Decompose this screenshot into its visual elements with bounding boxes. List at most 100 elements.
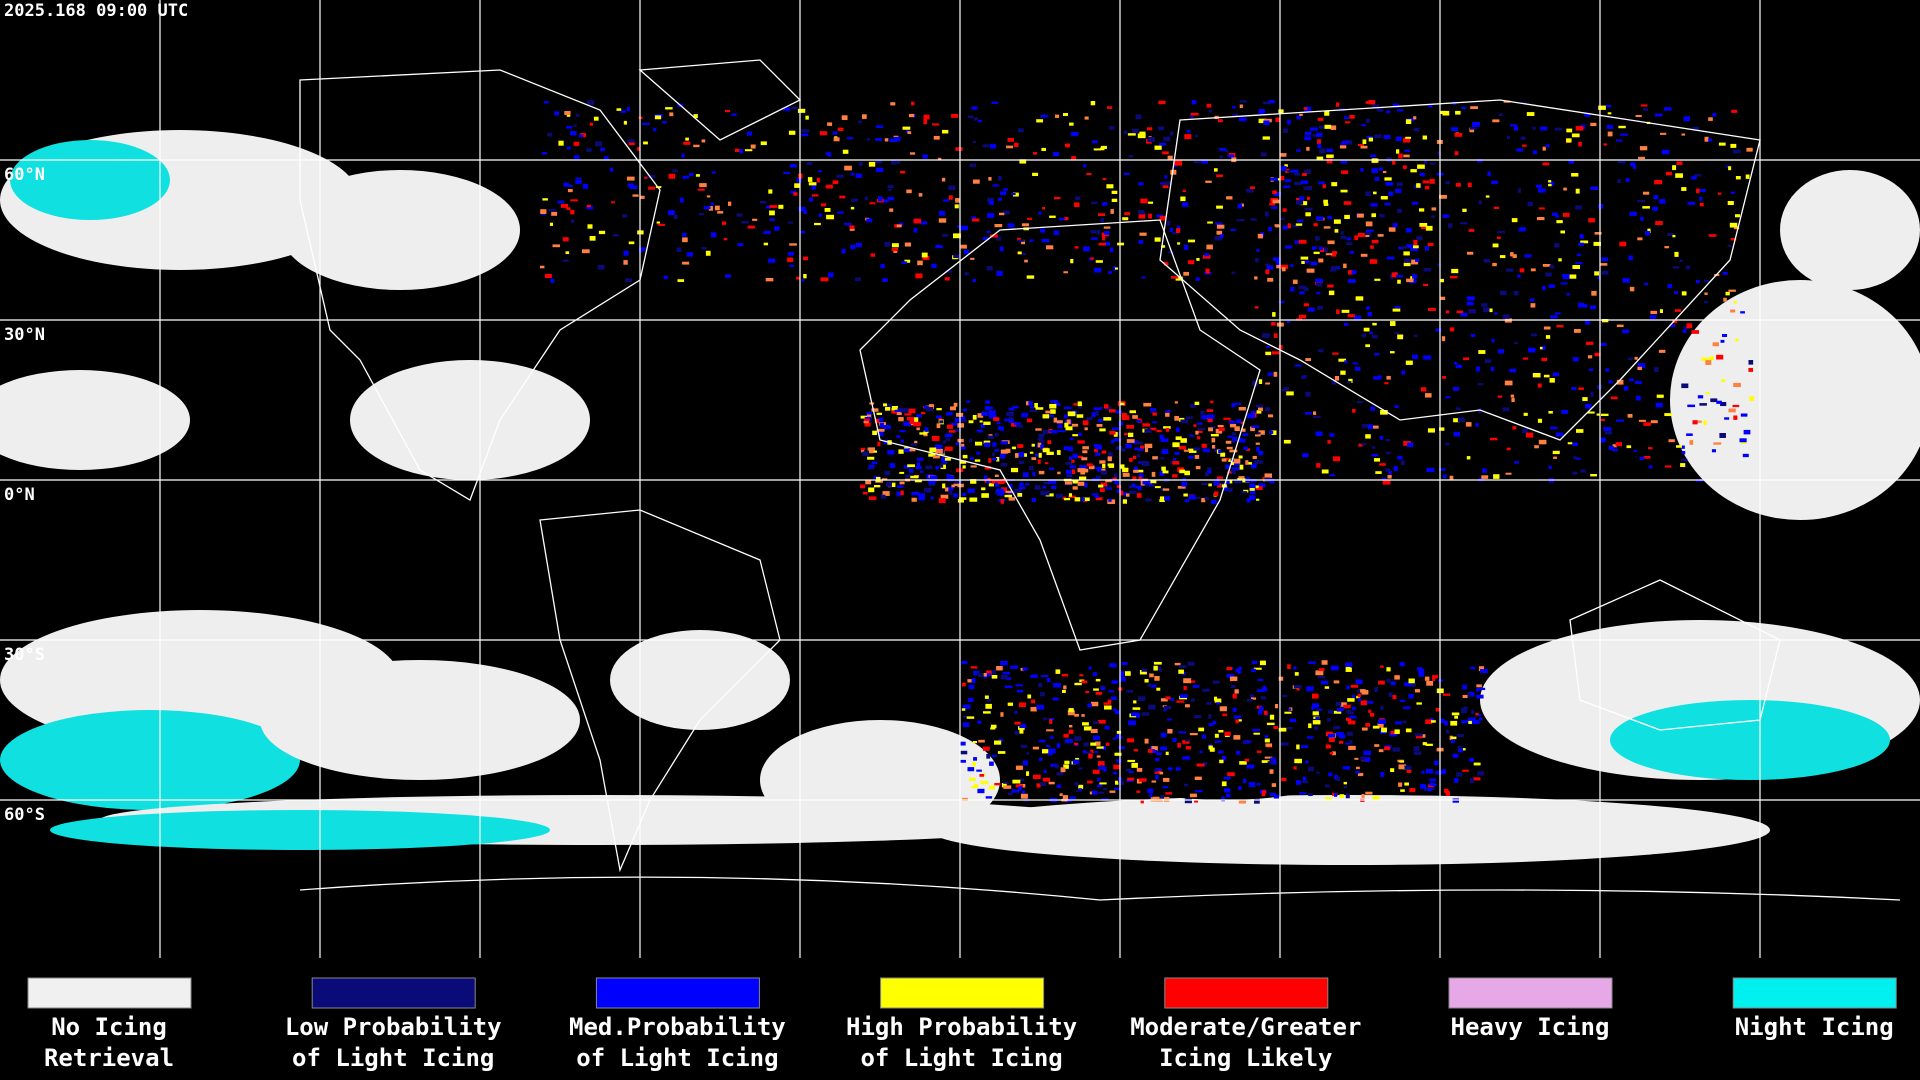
speckle-dot: [1408, 694, 1414, 699]
speckle-dot: [1639, 146, 1648, 151]
speckle-dot: [1452, 753, 1459, 758]
speckle-dot: [1279, 153, 1287, 157]
speckle-dot: [957, 483, 964, 488]
speckle-dot: [928, 479, 936, 484]
speckle-dot: [1271, 759, 1277, 765]
speckle-dot: [1370, 203, 1378, 207]
speckle-dot: [1228, 487, 1233, 492]
speckle-dot: [1529, 298, 1535, 302]
speckle-dot: [1305, 212, 1311, 217]
speckle-dot: [1050, 763, 1058, 767]
speckle-dot: [1658, 349, 1666, 353]
speckle-dot: [1218, 427, 1225, 432]
speckle-dot: [1532, 373, 1541, 378]
speckle-dot: [1183, 449, 1190, 452]
speckle-dot: [587, 224, 593, 229]
speckle-dot: [948, 185, 956, 191]
speckle-dot: [1390, 730, 1395, 735]
speckle-dot: [1100, 145, 1107, 149]
speckle-dot: [1125, 493, 1130, 497]
speckle-dot: [1555, 215, 1560, 218]
speckle-dot: [1332, 751, 1336, 756]
speckle-dot: [1006, 145, 1014, 149]
speckle-dot: [1425, 393, 1432, 398]
speckle-dot: [1079, 465, 1087, 469]
speckle-dot: [1088, 666, 1092, 670]
speckle-dot: [1131, 483, 1136, 488]
speckle-dot: [1227, 435, 1232, 438]
speckle-dot: [1039, 439, 1045, 443]
speckle-dot: [1739, 438, 1747, 443]
speckle-dot: [710, 202, 714, 206]
speckle-dot: [1608, 380, 1613, 384]
speckle-dot: [1065, 426, 1073, 431]
speckle-dot: [1256, 446, 1260, 452]
speckle-dot: [1594, 232, 1602, 235]
speckle-dot: [1699, 202, 1704, 207]
speckle-dot: [940, 494, 949, 499]
speckle-dot: [1696, 188, 1700, 194]
speckle-dot: [969, 457, 974, 460]
speckle-dot: [686, 252, 693, 257]
speckle-dot: [957, 423, 965, 428]
speckle-dot: [1143, 402, 1152, 407]
speckle-dot: [685, 137, 689, 141]
speckle-dot: [1398, 153, 1403, 159]
speckle-dot: [1357, 232, 1365, 238]
speckle-dot: [929, 447, 937, 453]
speckle-dot: [1358, 144, 1365, 147]
speckle-dot: [1212, 720, 1217, 725]
speckle-dot: [1450, 127, 1459, 132]
speckle-dot: [1361, 424, 1370, 428]
speckle-dot: [1118, 421, 1124, 426]
speckle-dot: [929, 404, 934, 409]
speckle-dot: [1405, 360, 1413, 365]
speckle-dot: [897, 407, 903, 412]
speckle-dot: [1249, 495, 1256, 500]
speckle-dot: [1698, 189, 1706, 192]
speckle-dot: [1148, 481, 1153, 487]
speckle-dot: [959, 419, 967, 423]
speckle-dot: [1054, 400, 1058, 404]
speckle-dot: [971, 678, 976, 683]
speckle-dot: [1052, 697, 1059, 701]
speckle-dot: [1000, 441, 1009, 445]
speckle-dot: [1343, 116, 1349, 120]
speckle-dot: [1512, 426, 1517, 430]
speckle-dot: [915, 465, 922, 470]
speckle-dot: [1560, 282, 1568, 285]
speckle-dot: [988, 483, 994, 487]
speckle-dot: [1204, 253, 1209, 257]
speckle-dot: [1017, 493, 1023, 497]
speckle-dot: [1489, 308, 1493, 313]
speckle-dot: [868, 464, 875, 469]
speckle-dot: [935, 415, 942, 419]
speckle-dot: [573, 124, 577, 127]
speckle-dot: [1378, 167, 1384, 171]
speckle-dot: [1379, 463, 1386, 466]
speckle-dot: [1194, 799, 1199, 803]
speckle-dot: [1040, 675, 1049, 678]
speckle-dot: [923, 114, 930, 120]
speckle-dot: [979, 420, 983, 423]
speckle-dot: [1103, 766, 1107, 772]
speckle-dot: [1000, 449, 1009, 454]
speckle-dot: [1339, 707, 1345, 711]
speckle-dot: [1380, 410, 1388, 415]
speckle-dot: [1298, 314, 1307, 319]
speckle-dot: [1302, 173, 1307, 177]
speckle-dot: [1420, 387, 1427, 392]
speckle-dot: [1476, 366, 1481, 372]
speckle-dot: [1035, 453, 1041, 457]
speckle-dot: [747, 225, 755, 229]
speckle-dot: [1374, 458, 1381, 462]
speckle-dot: [1218, 750, 1224, 754]
speckle-dot: [1491, 180, 1498, 185]
speckle-dot: [1572, 265, 1580, 269]
speckle-dot: [1077, 401, 1082, 407]
speckle-dot: [1347, 314, 1355, 318]
speckle-dot: [1208, 414, 1215, 419]
speckle-dot: [1571, 133, 1580, 138]
speckle-dot: [1243, 446, 1248, 450]
speckle-dot: [1748, 360, 1754, 365]
